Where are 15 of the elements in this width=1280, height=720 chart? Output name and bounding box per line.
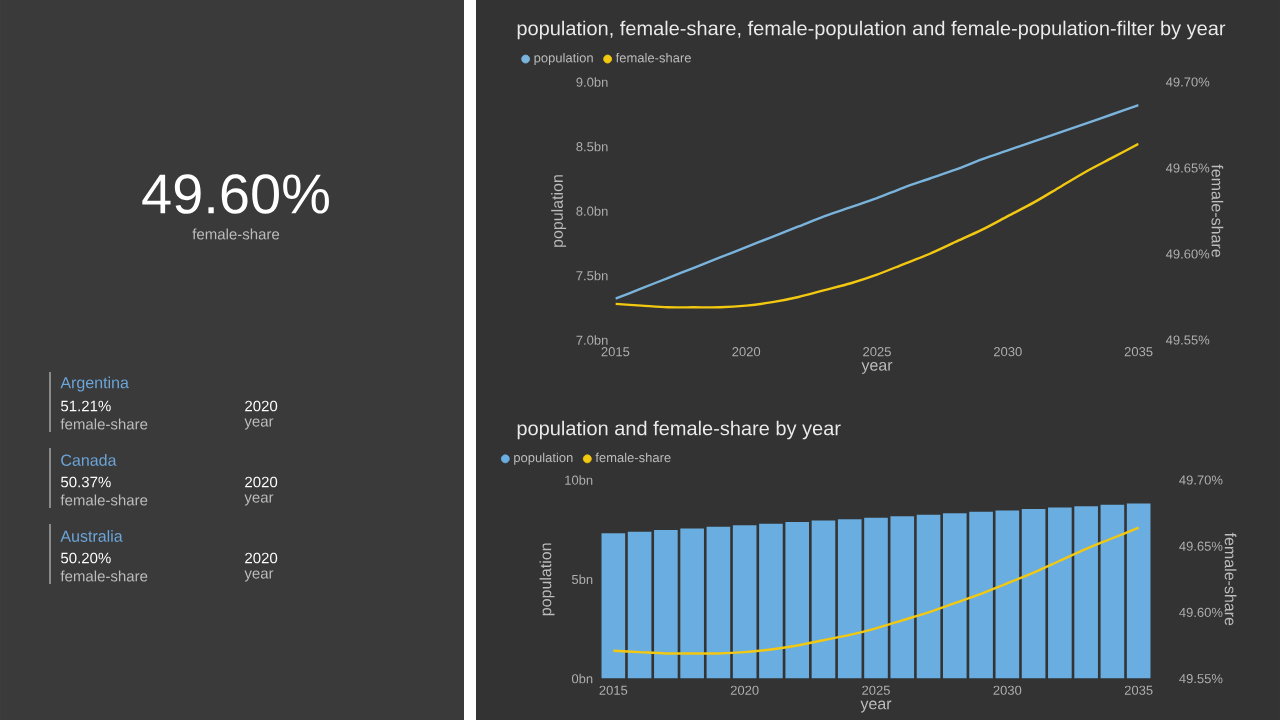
text: Canada <box>61 454 117 466</box>
y2-axis-title: female-share <box>1211 164 1224 257</box>
text: Argentina <box>60 376 129 392</box>
line-series <box>615 142 1139 309</box>
x-axis-title: year <box>860 700 892 713</box>
x-axis-title: year <box>861 362 893 374</box>
y2-axis-title: female-share <box>1224 532 1237 626</box>
y-axis-title: population <box>539 543 555 616</box>
text: Australia <box>60 530 123 542</box>
text: 49.60% <box>142 174 329 214</box>
line-series <box>612 526 1140 655</box>
chart-title: population, female-share, female-population and female-population-filter by year <box>517 20 1226 40</box>
line-series <box>615 104 1139 300</box>
y-axis-title: population <box>551 175 567 247</box>
chart-title: population and female-share by year <box>517 420 841 440</box>
